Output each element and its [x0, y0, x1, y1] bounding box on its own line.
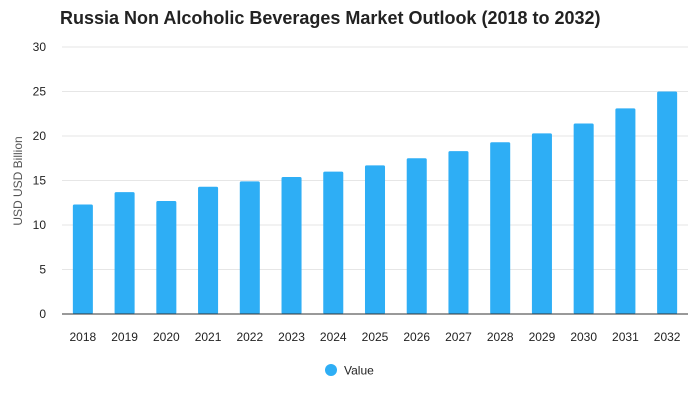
y-tick-label: 10: [33, 218, 47, 232]
x-tick-label: 2032: [654, 330, 681, 344]
x-tick-label: 2029: [529, 330, 556, 344]
legend-marker[interactable]: [325, 364, 337, 376]
x-tick-label: 2025: [362, 330, 389, 344]
bar-2025: 2025: 16.7: [364, 165, 386, 314]
x-tick-label: 2019: [111, 330, 138, 344]
y-axis-label: USD USD Billion: [11, 136, 25, 225]
bar-2019: 2019: 13.7: [114, 192, 135, 314]
x-tick-label: 2026: [403, 330, 430, 344]
y-tick-label: 30: [33, 40, 47, 54]
bar-2027: 2027: 18.3: [448, 151, 469, 314]
bar-2026: 2026: 17.5: [406, 158, 427, 314]
x-tick-label: 2020: [153, 330, 180, 344]
legend[interactable]: Value: [325, 364, 374, 378]
x-tick-label: 2021: [195, 330, 222, 344]
bar-2028: 2028: 19.3: [490, 142, 511, 314]
x-tick-label: 2030: [570, 330, 597, 344]
legend-label[interactable]: Value: [344, 364, 374, 378]
x-tick-label: 2022: [236, 330, 263, 344]
bar-2024: 2024: 16: [323, 171, 344, 314]
bar-2020: 2020: 12.7: [156, 200, 177, 314]
y-tick-label: 25: [33, 85, 47, 99]
bar-2021: 2021: 14.3: [198, 186, 219, 314]
x-tick-label: 2028: [487, 330, 514, 344]
bar-2029: 2029: 20.3: [531, 133, 552, 314]
bar-2032: 2032: 25: [657, 91, 678, 314]
y-tick-label: 0: [39, 307, 46, 321]
bar-2022: 2022: 14.9: [239, 181, 260, 314]
bar-2018: 2018: 12.3: [72, 204, 93, 314]
x-tick-label: 2023: [278, 330, 305, 344]
x-tick-label: 2024: [320, 330, 347, 344]
bar-2030: 2030: 21.4: [573, 123, 594, 314]
chart-title: Russia Non Alcoholic Beverages Market Ou…: [60, 8, 601, 28]
bar-2031: 2031: 23.1: [615, 108, 636, 314]
y-tick-label: 20: [33, 129, 47, 143]
bars: 2018: 12.3 2019: 13.7 2020: 12.7 2021: 14.3…: [72, 91, 678, 314]
bar-2023: 2023: 15.4: [281, 176, 302, 314]
x-tick-label: 2018: [70, 330, 97, 344]
x-tick-label: 2027: [445, 330, 472, 344]
y-tick-label: 15: [33, 174, 47, 188]
x-tick-label: 2031: [612, 330, 639, 344]
y-tick-label: 5: [39, 263, 46, 277]
